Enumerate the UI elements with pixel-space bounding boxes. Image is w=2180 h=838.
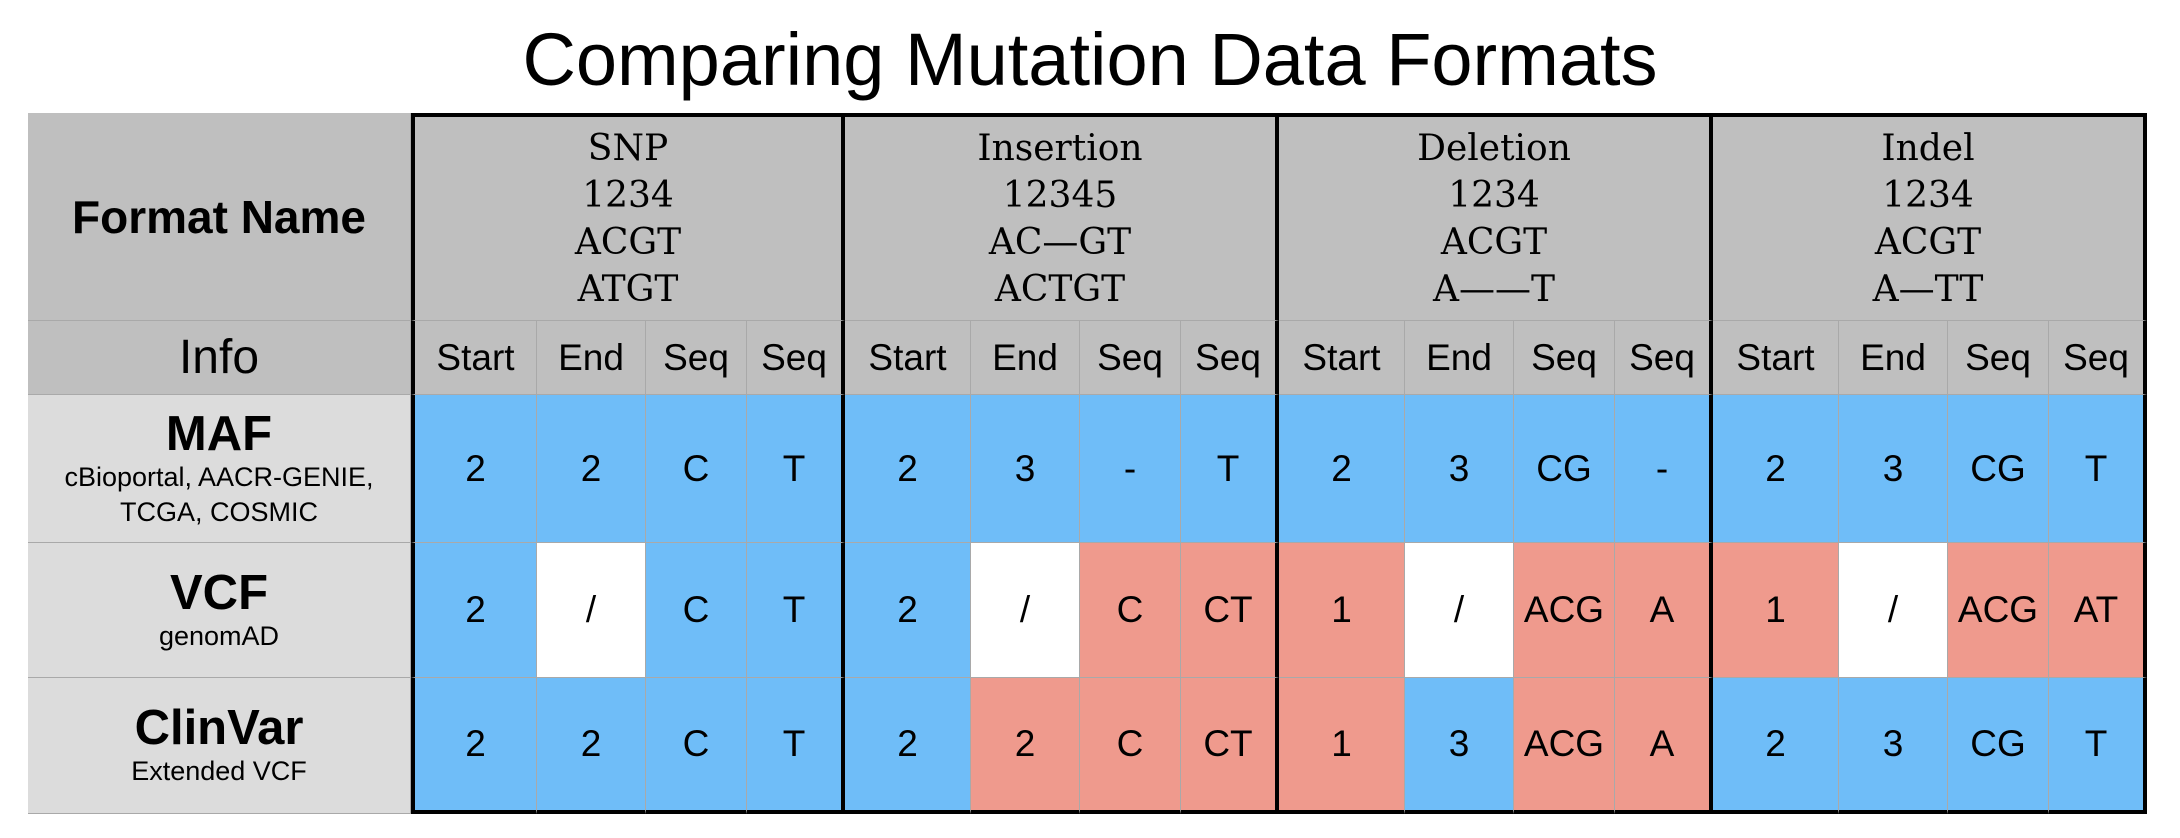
subcolumn-alt-seq: Seq: [1615, 321, 1713, 395]
value-cell-vcf-alt-seq: T: [747, 543, 845, 678]
value-cell-clinvar-alt-seq: A: [1615, 678, 1713, 814]
subcolumn-end: End: [1839, 321, 1948, 395]
value-cell-clinvar-alt-seq: T: [747, 678, 845, 814]
value-cell-vcf-alt-seq: A: [1615, 543, 1713, 678]
mutation-reference: ACGT: [1440, 221, 1548, 263]
format-title: VCF: [170, 565, 268, 620]
subcolumn-alt-seq: Seq: [1181, 321, 1279, 395]
subcolumn-ref-seq: Seq: [1948, 321, 2049, 395]
value-cell-clinvar-alt-seq: CT: [1181, 678, 1279, 814]
subcolumn-end: End: [971, 321, 1080, 395]
value-cell-clinvar-ref-seq: C: [646, 678, 747, 814]
value-cell-clinvar-end: 2: [971, 678, 1080, 814]
value-cell-clinvar-ref-seq: ACG: [1514, 678, 1615, 814]
mutation-positions: 12345: [1002, 174, 1118, 216]
mutation-name: SNP: [587, 127, 669, 169]
value-cell-clinvar-end: 3: [1405, 678, 1514, 814]
value-cell-vcf-alt-seq: CT: [1181, 543, 1279, 678]
subcolumn-start: Start: [845, 321, 971, 395]
value-cell-maf-ref-seq: -: [1080, 395, 1181, 543]
value-cell-maf-ref-seq: CG: [1948, 395, 2049, 543]
mutation-reference: ACGT: [574, 221, 682, 263]
format-row-header-clinvar: ClinVar Extended VCF: [28, 678, 411, 814]
value-cell-vcf-alt-seq: AT: [2049, 543, 2147, 678]
subcolumn-alt-seq: Seq: [747, 321, 845, 395]
mutation-header-indel: Indel 1234 ACGT A—TT: [1713, 113, 2147, 321]
mutation-name: Insertion: [977, 127, 1143, 169]
subcolumn-ref-seq: Seq: [646, 321, 747, 395]
subcolumn-ref-seq: Seq: [1514, 321, 1615, 395]
value-cell-maf-ref-seq: CG: [1514, 395, 1615, 543]
subcolumn-start: Start: [411, 321, 537, 395]
value-cell-vcf-ref-seq: ACG: [1948, 543, 2049, 678]
value-cell-clinvar-ref-seq: C: [1080, 678, 1181, 814]
format-subtitle: genomAD: [158, 620, 280, 651]
subcolumn-alt-seq: Seq: [2049, 321, 2147, 395]
mutation-positions: 1234: [582, 174, 674, 216]
value-cell-vcf-end: /: [1839, 543, 1948, 678]
value-cell-maf-start: 2: [411, 395, 537, 543]
value-cell-vcf-ref-seq: C: [1080, 543, 1181, 678]
value-cell-clinvar-alt-seq: T: [2049, 678, 2147, 814]
value-cell-vcf-start: 1: [1713, 543, 1839, 678]
mutation-alternate: A—TT: [1872, 268, 1984, 310]
value-cell-vcf-ref-seq: ACG: [1514, 543, 1615, 678]
mutation-alternate: ATGT: [577, 268, 679, 310]
value-cell-maf-alt-seq: -: [1615, 395, 1713, 543]
page-title: Comparing Mutation Data Formats: [522, 18, 1658, 101]
value-cell-clinvar-start: 2: [845, 678, 971, 814]
value-cell-maf-end: 3: [1839, 395, 1948, 543]
mutation-alternate: ACTGT: [994, 268, 1126, 310]
mutation-header-insertion: Insertion 12345 AC—GT ACTGT: [845, 113, 1279, 321]
subcolumn-ref-seq: Seq: [1080, 321, 1181, 395]
subcolumn-start: Start: [1713, 321, 1839, 395]
value-cell-clinvar-start: 2: [411, 678, 537, 814]
value-cell-vcf-ref-seq: C: [646, 543, 747, 678]
value-cell-maf-start: 2: [1713, 395, 1839, 543]
value-cell-vcf-end: /: [971, 543, 1080, 678]
value-cell-maf-start: 2: [845, 395, 971, 543]
mutation-positions: 1234: [1448, 174, 1540, 216]
format-subtitle: Extended VCF: [131, 756, 307, 786]
subcolumn-start: Start: [1279, 321, 1405, 395]
subcolumn-end: End: [1405, 321, 1514, 395]
value-cell-maf-end: 2: [537, 395, 646, 543]
mutation-header-snp: SNP 1234 ACGT ATGT: [411, 113, 845, 321]
mutation-reference: ACGT: [1874, 221, 1982, 263]
subcolumn-end: End: [537, 321, 646, 395]
mutation-name: Deletion: [1417, 127, 1571, 169]
value-cell-clinvar-end: 2: [537, 678, 646, 814]
value-cell-clinvar-start: 1: [1279, 678, 1405, 814]
value-cell-maf-alt-seq: T: [1181, 395, 1279, 543]
value-cell-maf-start: 2: [1279, 395, 1405, 543]
format-subtitle: cBioportal, AACR-GENIE, TCGA, COSMIC: [64, 461, 374, 527]
comparison-table: Format Name SNP 1234 ACGT ATGT Insertion…: [28, 113, 2150, 814]
value-cell-maf-end: 3: [1405, 395, 1514, 543]
value-cell-clinvar-start: 2: [1713, 678, 1839, 814]
value-cell-vcf-end: /: [537, 543, 646, 678]
value-cell-vcf-start: 1: [1279, 543, 1405, 678]
format-row-header-vcf: VCF genomAD: [28, 543, 411, 678]
mutation-alternate: A——T: [1432, 268, 1555, 310]
value-cell-maf-ref-seq: C: [646, 395, 747, 543]
value-cell-maf-alt-seq: T: [2049, 395, 2147, 543]
value-cell-maf-alt-seq: T: [747, 395, 845, 543]
value-cell-clinvar-end: 3: [1839, 678, 1948, 814]
mutation-positions: 1234: [1882, 174, 1974, 216]
info-header: Info: [28, 321, 411, 395]
format-title: MAF: [165, 406, 273, 461]
mutation-name: Indel: [1881, 127, 1975, 169]
value-cell-maf-end: 3: [971, 395, 1080, 543]
value-cell-vcf-end: /: [1405, 543, 1514, 678]
mutation-reference: AC—GT: [988, 221, 1132, 263]
format-row-header-maf: MAF cBioportal, AACR-GENIE, TCGA, COSMIC: [28, 395, 411, 543]
mutation-header-deletion: Deletion 1234 ACGT A——T: [1279, 113, 1713, 321]
value-cell-vcf-start: 2: [845, 543, 971, 678]
value-cell-clinvar-ref-seq: CG: [1948, 678, 2049, 814]
format-name-header: Format Name: [28, 113, 411, 321]
value-cell-vcf-start: 2: [411, 543, 537, 678]
format-title: ClinVar: [134, 701, 304, 755]
